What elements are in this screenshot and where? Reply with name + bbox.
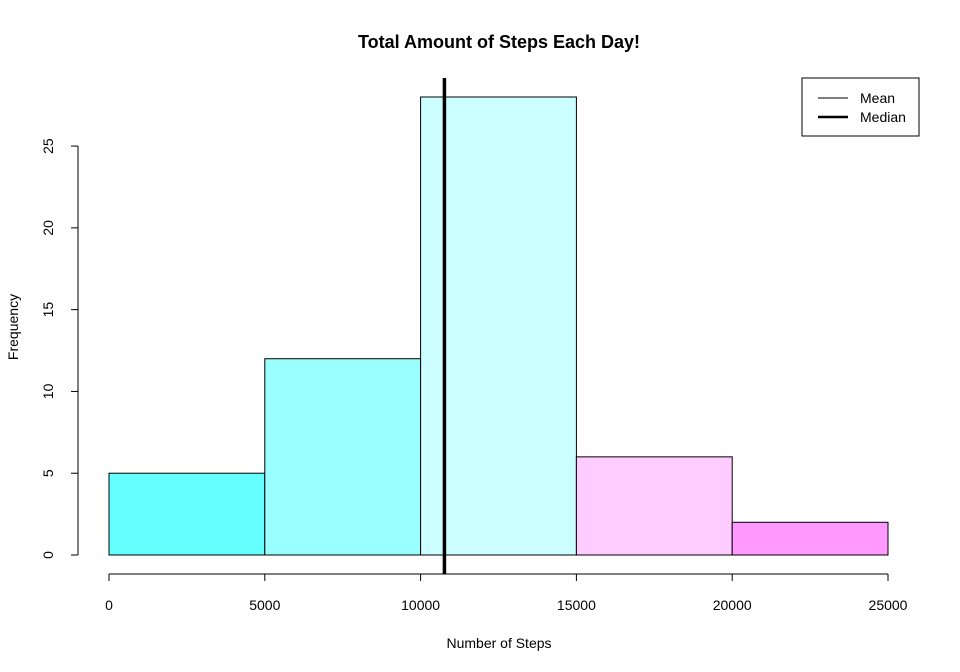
y-axis: 0 5 10 15 20 25	[40, 138, 79, 559]
chart-title: Total Amount of Steps Each Day!	[358, 32, 640, 52]
bar-1	[264, 358, 422, 556]
x-tick-label-2: 10000	[401, 597, 440, 613]
y-tick-label-0: 0	[40, 551, 56, 559]
bar-4	[731, 521, 889, 556]
y-tick-label-4: 20	[40, 220, 56, 236]
y-tick-label-1: 5	[40, 469, 56, 477]
bars-group	[108, 96, 889, 556]
legend: Mean Median	[801, 77, 920, 137]
x-axis: 0 5000 10000 15000 20000 25000	[105, 573, 908, 613]
x-tick-label-5: 25000	[869, 597, 908, 613]
bar-0	[108, 472, 266, 556]
x-axis-label: Number of Steps	[446, 635, 551, 651]
legend-label-0: Mean	[860, 90, 895, 106]
y-tick-label-2: 10	[40, 383, 56, 399]
x-tick-label-0: 0	[105, 597, 113, 613]
bar-2	[420, 96, 577, 556]
y-tick-label-5: 25	[40, 138, 56, 154]
x-tick-label-4: 20000	[713, 597, 752, 613]
y-tick-label-3: 15	[40, 302, 56, 318]
x-tick-label-1: 5000	[249, 597, 280, 613]
y-axis-label: Frequency	[5, 294, 21, 360]
legend-box	[801, 77, 920, 137]
legend-label-1: Median	[860, 109, 906, 125]
x-tick-label-3: 15000	[557, 597, 596, 613]
bar-3	[575, 456, 733, 556]
